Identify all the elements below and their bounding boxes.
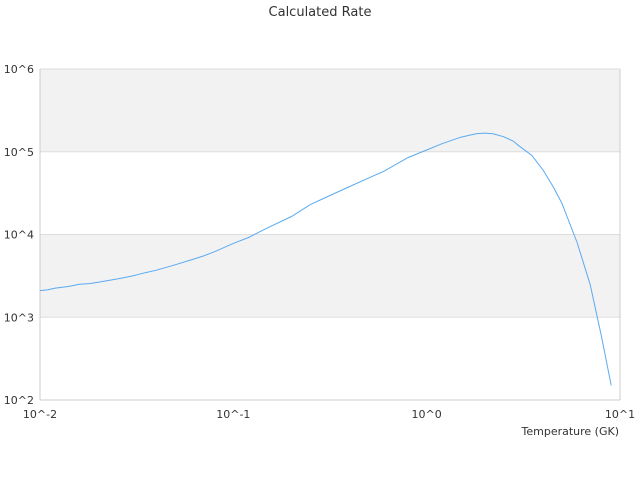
x-tick-label: 10^1 [605, 408, 635, 421]
y-tick-label: 10^4 [4, 229, 34, 242]
y-tick-label: 10^6 [4, 63, 34, 76]
grid-band [40, 234, 620, 318]
y-tick-label: 10^3 [4, 311, 34, 324]
y-tick-label: 10^5 [4, 146, 34, 159]
y-tick-label: 10^2 [4, 394, 34, 407]
plot-area: 10^2 10^3 10^4 10^5 10^6 10^-2 10^-1 10^0 10^1 [4, 63, 635, 421]
grid-band [40, 69, 620, 152]
x-tick-label: 10^-2 [23, 408, 57, 421]
x-tick-label: 10^-1 [216, 408, 250, 421]
series-line [39, 132, 612, 386]
x-axis-title: Temperature (GK) [521, 425, 620, 438]
x-tick-label: 10^0 [412, 408, 442, 421]
chart-title: Calculated Rate [269, 5, 372, 20]
